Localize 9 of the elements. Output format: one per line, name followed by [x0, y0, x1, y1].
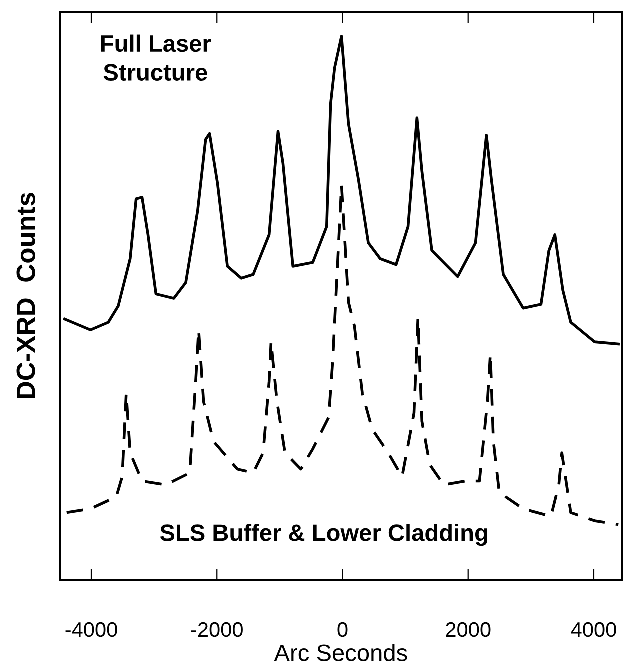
- x-tick-label: -2000: [191, 622, 243, 638]
- x-tick-label: -4000: [66, 622, 118, 638]
- x-tick-label: 4000: [571, 622, 616, 638]
- annotation: SLS Buffer & Lower Cladding: [160, 524, 488, 546]
- x-tick-label: 2000: [446, 622, 491, 638]
- annotation: Full Laser Structure: [101, 34, 212, 81]
- y-axis-title: DC-XRD Counts: [16, 193, 36, 398]
- x-axis-title: Arc Seconds: [274, 644, 408, 662]
- x-tick-label: 0: [338, 622, 348, 638]
